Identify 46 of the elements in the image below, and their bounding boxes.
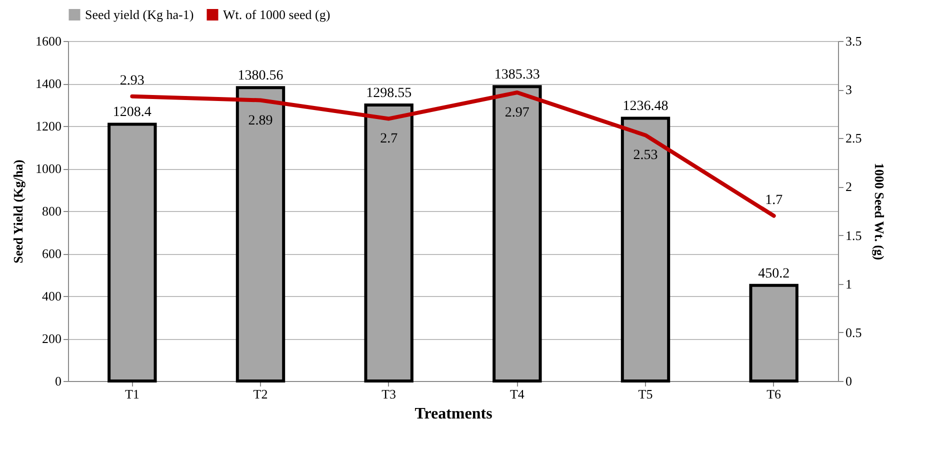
y2-tick-label: 0: [846, 374, 852, 388]
data-label: 1236.48: [622, 99, 668, 114]
data-label: 1380.56: [238, 68, 284, 84]
x-tick-label: T2: [253, 386, 268, 402]
y2-axis-title: 1000 Seed Wt. (g): [872, 162, 887, 260]
y2-tick-label: 2: [846, 179, 852, 194]
data-label: 1208.4: [112, 105, 152, 120]
data-label: 450.2: [758, 266, 790, 282]
y2-tick-label: 3.5: [846, 34, 862, 48]
x-tick-label: T4: [510, 386, 525, 402]
data-label: 1298.55: [366, 86, 412, 102]
bar: [749, 284, 798, 382]
data-label: 1385.33: [494, 68, 540, 83]
bar: [236, 86, 286, 382]
x-tick-label: T6: [766, 386, 782, 402]
x-tick-label: T1: [124, 386, 140, 402]
y2-tick-label: 2.5: [846, 130, 862, 146]
y-tick-label: 1400: [36, 76, 62, 91]
y2-tick-label: 1.5: [846, 228, 862, 243]
bar: [492, 85, 542, 382]
data-label: 1.7: [765, 192, 783, 208]
y2-tick-label: 3: [846, 82, 852, 98]
y-tick-label: 1200: [36, 118, 62, 134]
data-label: 2.89: [248, 113, 273, 128]
y-tick-label: 1600: [36, 34, 62, 48]
data-label: 2.7: [380, 132, 398, 147]
y-tick-label: 200: [42, 331, 62, 346]
y-tick-label: 1000: [36, 161, 62, 176]
legend-label: Seed yield (Kg ha-1): [85, 6, 194, 22]
bar: [364, 104, 414, 382]
y2-tick-label: 1: [846, 276, 852, 292]
x-tick-label: T5: [638, 386, 653, 402]
y-tick-label: 0: [55, 374, 62, 388]
legend-label: Wt. of 1000 seed (g): [223, 6, 330, 22]
y-axis-title: Seed Yield (Kg/ha): [10, 160, 26, 264]
x-axis-title: Treatments: [414, 406, 492, 422]
y-tick-label: 400: [42, 288, 62, 304]
bar: [620, 116, 670, 382]
x-tick-label: T3: [382, 386, 396, 402]
data-label: 2.97: [504, 105, 530, 120]
data-label: 2.53: [633, 148, 658, 164]
y-tick-label: 800: [42, 204, 62, 218]
y2-tick-label: 0.5: [846, 324, 862, 340]
data-label: 2.93: [120, 73, 144, 88]
y-tick-label: 600: [42, 246, 62, 261]
bar: [108, 122, 157, 382]
